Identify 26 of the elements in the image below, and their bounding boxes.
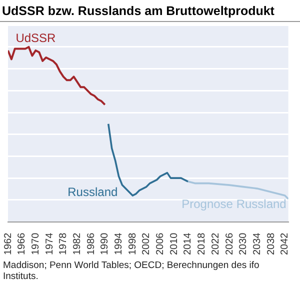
series-label: UdSSR [16, 30, 56, 45]
series-label: Russland [68, 184, 118, 199]
x-tick-label: 1990 [100, 232, 111, 256]
x-tick-label: 2006 [155, 232, 166, 256]
x-tick-label: 1978 [58, 232, 70, 256]
x-tick-label: 2018 [196, 232, 208, 256]
x-tick-label: 2042 [280, 232, 291, 256]
x-tick-label: 2038 [266, 232, 277, 256]
x-tick-label: 1962 [2, 232, 14, 256]
x-tick-label: 2010 [168, 232, 180, 256]
x-tick-label: 2026 [224, 232, 236, 256]
x-tick-label: 1982 [72, 232, 83, 256]
chart-title: UdSSR bzw. Russlands am Bruttoweltprodukt [0, 0, 300, 22]
x-tick-label: 2014 [182, 232, 194, 256]
x-tick-label: 2034 [252, 232, 263, 256]
text: Maddison; Penn World Tables; OECD; Berechnungen des ifo Instituts. [2, 259, 260, 284]
x-tick-label: 2030 [238, 232, 250, 256]
x-tick-label: 2002 [141, 232, 152, 256]
x-tick-label: 1974 [44, 232, 56, 256]
series-label: Prognose Russland [182, 197, 286, 212]
x-tick-label: 2022 [210, 232, 222, 256]
x-tick-label: 1986 [86, 232, 97, 256]
x-tick-label: 1966 [16, 232, 28, 256]
x-tick-label: 1994 [114, 232, 124, 256]
x-tick-label: 1970 [30, 232, 42, 256]
x-tick-label: 1998 [127, 232, 138, 256]
